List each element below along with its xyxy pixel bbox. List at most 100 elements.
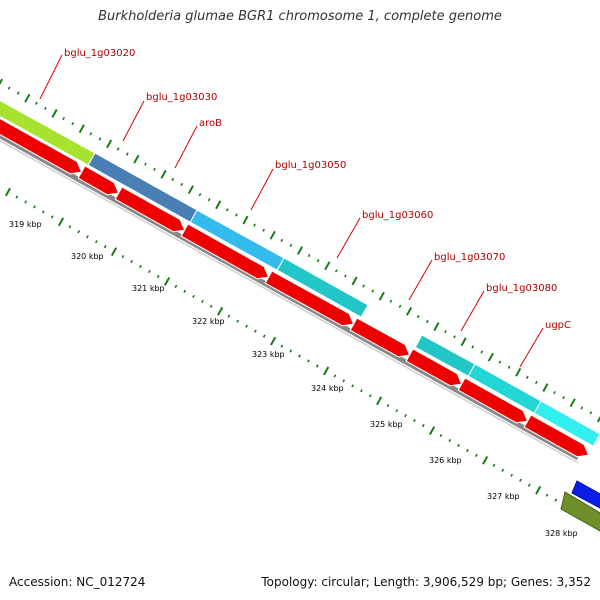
minor-tick xyxy=(307,359,310,363)
cds-arrow[interactable] xyxy=(114,186,186,233)
gene-feature-blue[interactable] xyxy=(571,480,600,509)
major-tick xyxy=(78,124,85,134)
major-tick xyxy=(429,426,436,435)
minor-tick xyxy=(457,443,460,448)
tick-label: 321 kbp xyxy=(132,284,165,293)
gene-track xyxy=(0,99,600,447)
minor-tick xyxy=(307,253,311,258)
minor-tick xyxy=(398,304,402,308)
label-line xyxy=(122,100,145,142)
cds-arrow[interactable] xyxy=(457,377,529,424)
minor-tick xyxy=(183,289,187,294)
gene-label-ugpC[interactable]: ugpC xyxy=(545,320,571,331)
minor-tick xyxy=(207,198,211,202)
major-tick xyxy=(215,200,222,210)
cds-track xyxy=(0,113,590,458)
gene-label-bglu-1g03080[interactable]: bglu_1g03080 xyxy=(486,283,557,294)
minor-tick xyxy=(439,433,443,438)
minor-tick xyxy=(234,213,238,217)
minor-tick xyxy=(527,483,531,487)
major-tick xyxy=(406,307,413,316)
scale-ruler xyxy=(4,187,600,527)
minor-tick xyxy=(103,245,107,249)
minor-tick xyxy=(174,284,178,289)
gene-label-bglu-1g03060[interactable]: bglu_1g03060 xyxy=(362,210,433,221)
major-tick xyxy=(596,415,600,423)
tick-label: 320 kbp xyxy=(71,252,104,261)
minor-tick xyxy=(34,101,38,105)
tick-label: 319 kbp xyxy=(9,220,42,229)
genome-summary-text: Topology: circular; Length: 3,906,529 bp… xyxy=(261,575,591,589)
gene-label-bglu-1g03050[interactable]: bglu_1g03050 xyxy=(275,160,346,171)
gene-label-bglu-1g03030[interactable]: bglu_1g03030 xyxy=(146,92,217,103)
minor-tick xyxy=(236,319,240,323)
cds-arrow[interactable] xyxy=(0,113,83,175)
gene-label-aroB[interactable]: aroB xyxy=(199,118,222,129)
minor-tick xyxy=(525,375,529,380)
major-tick xyxy=(242,215,249,225)
minor-tick xyxy=(7,86,11,90)
minor-tick xyxy=(510,473,514,477)
minor-tick xyxy=(201,299,204,303)
gene-label-bglu-1g03070[interactable]: bglu_1g03070 xyxy=(434,252,505,263)
minor-tick xyxy=(333,374,337,378)
backbone-inner xyxy=(0,139,579,464)
major-tick xyxy=(482,456,489,465)
major-tick xyxy=(269,230,276,240)
major-tick xyxy=(4,187,12,197)
minor-tick xyxy=(386,404,390,408)
minor-tick xyxy=(68,225,72,229)
cds-arrow[interactable] xyxy=(349,317,411,358)
minor-tick xyxy=(471,345,475,349)
minor-tick xyxy=(501,468,505,472)
gene-feature-olive[interactable] xyxy=(560,491,600,532)
minor-tick xyxy=(262,334,266,338)
major-tick xyxy=(542,383,549,392)
minor-tick xyxy=(116,147,120,151)
gene-block[interactable] xyxy=(276,257,369,318)
minor-tick xyxy=(280,238,284,242)
major-tick xyxy=(376,396,383,406)
cds-arrow[interactable] xyxy=(523,414,590,458)
minor-tick xyxy=(416,314,420,319)
cds-arrow[interactable] xyxy=(405,348,463,387)
minor-tick xyxy=(589,411,593,415)
minor-tick xyxy=(71,121,75,126)
minor-tick xyxy=(534,380,538,385)
label-line xyxy=(408,259,433,301)
tick-label: 327 kbp xyxy=(487,492,520,501)
major-tick xyxy=(487,352,494,362)
minor-tick xyxy=(44,106,47,110)
minor-tick xyxy=(466,448,469,453)
gene-label-bglu-1g03020[interactable]: bglu_1g03020 xyxy=(64,48,135,59)
major-tick xyxy=(51,109,58,118)
minor-tick xyxy=(507,365,511,369)
minor-tick xyxy=(289,243,293,248)
minor-tick xyxy=(280,344,284,348)
major-tick xyxy=(217,306,224,316)
minor-tick xyxy=(253,223,256,227)
minor-tick xyxy=(209,304,213,308)
major-tick xyxy=(378,291,385,301)
minor-tick xyxy=(389,299,393,303)
minor-tick xyxy=(139,264,142,269)
major-tick xyxy=(515,367,522,377)
minor-tick xyxy=(334,269,338,273)
minor-tick xyxy=(580,406,584,410)
minor-tick xyxy=(50,215,54,219)
major-tick xyxy=(0,78,4,86)
major-tick xyxy=(535,485,542,495)
minor-tick xyxy=(94,240,98,244)
minor-tick xyxy=(156,274,160,279)
tick-label: 323 kbp xyxy=(252,350,285,359)
major-tick xyxy=(324,261,331,271)
cds-arrow[interactable] xyxy=(180,223,270,280)
cds-arrow[interactable] xyxy=(264,270,355,327)
gene-block[interactable] xyxy=(533,400,600,447)
tick-label: 322 kbp xyxy=(192,317,225,326)
major-tick xyxy=(164,277,171,286)
minor-tick xyxy=(130,259,134,264)
minor-tick xyxy=(519,478,522,482)
cds-arrow[interactable] xyxy=(77,165,120,196)
major-tick xyxy=(106,139,113,149)
